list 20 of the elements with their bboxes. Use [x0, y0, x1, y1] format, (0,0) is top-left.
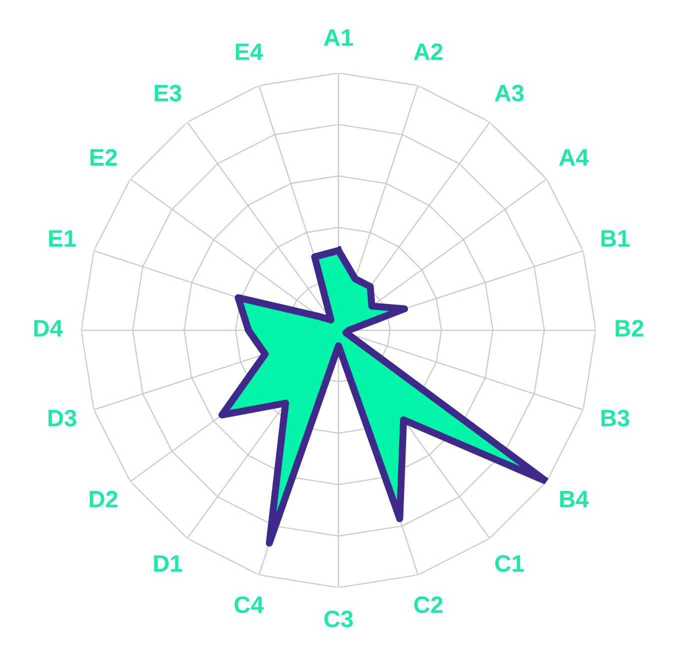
spoke-label: D3: [48, 410, 76, 426]
spoke-label: D1: [154, 555, 182, 572]
spoke-label: E3: [154, 84, 182, 102]
spoke-label: B4: [560, 491, 589, 508]
spoke-label: B3: [601, 410, 630, 426]
spoke-label: C4: [234, 596, 264, 614]
spoke-label: A4: [559, 149, 589, 166]
spoke-label: E2: [90, 149, 117, 166]
spoke-label: C3: [324, 610, 353, 628]
spoke-label: C2: [414, 596, 442, 614]
spoke-label: B1: [601, 230, 630, 247]
spoke-label: A1: [324, 29, 353, 46]
spoke-label: C1: [495, 555, 524, 572]
spoke-label: B2: [616, 320, 644, 336]
spoke-label: A3: [494, 84, 524, 102]
spoke-label: D2: [90, 490, 118, 508]
spoke-label: E4: [236, 44, 263, 60]
spoke-label: E1: [49, 230, 76, 247]
spoke-label: D4: [34, 320, 63, 336]
spoke-label: A2: [414, 43, 442, 60]
